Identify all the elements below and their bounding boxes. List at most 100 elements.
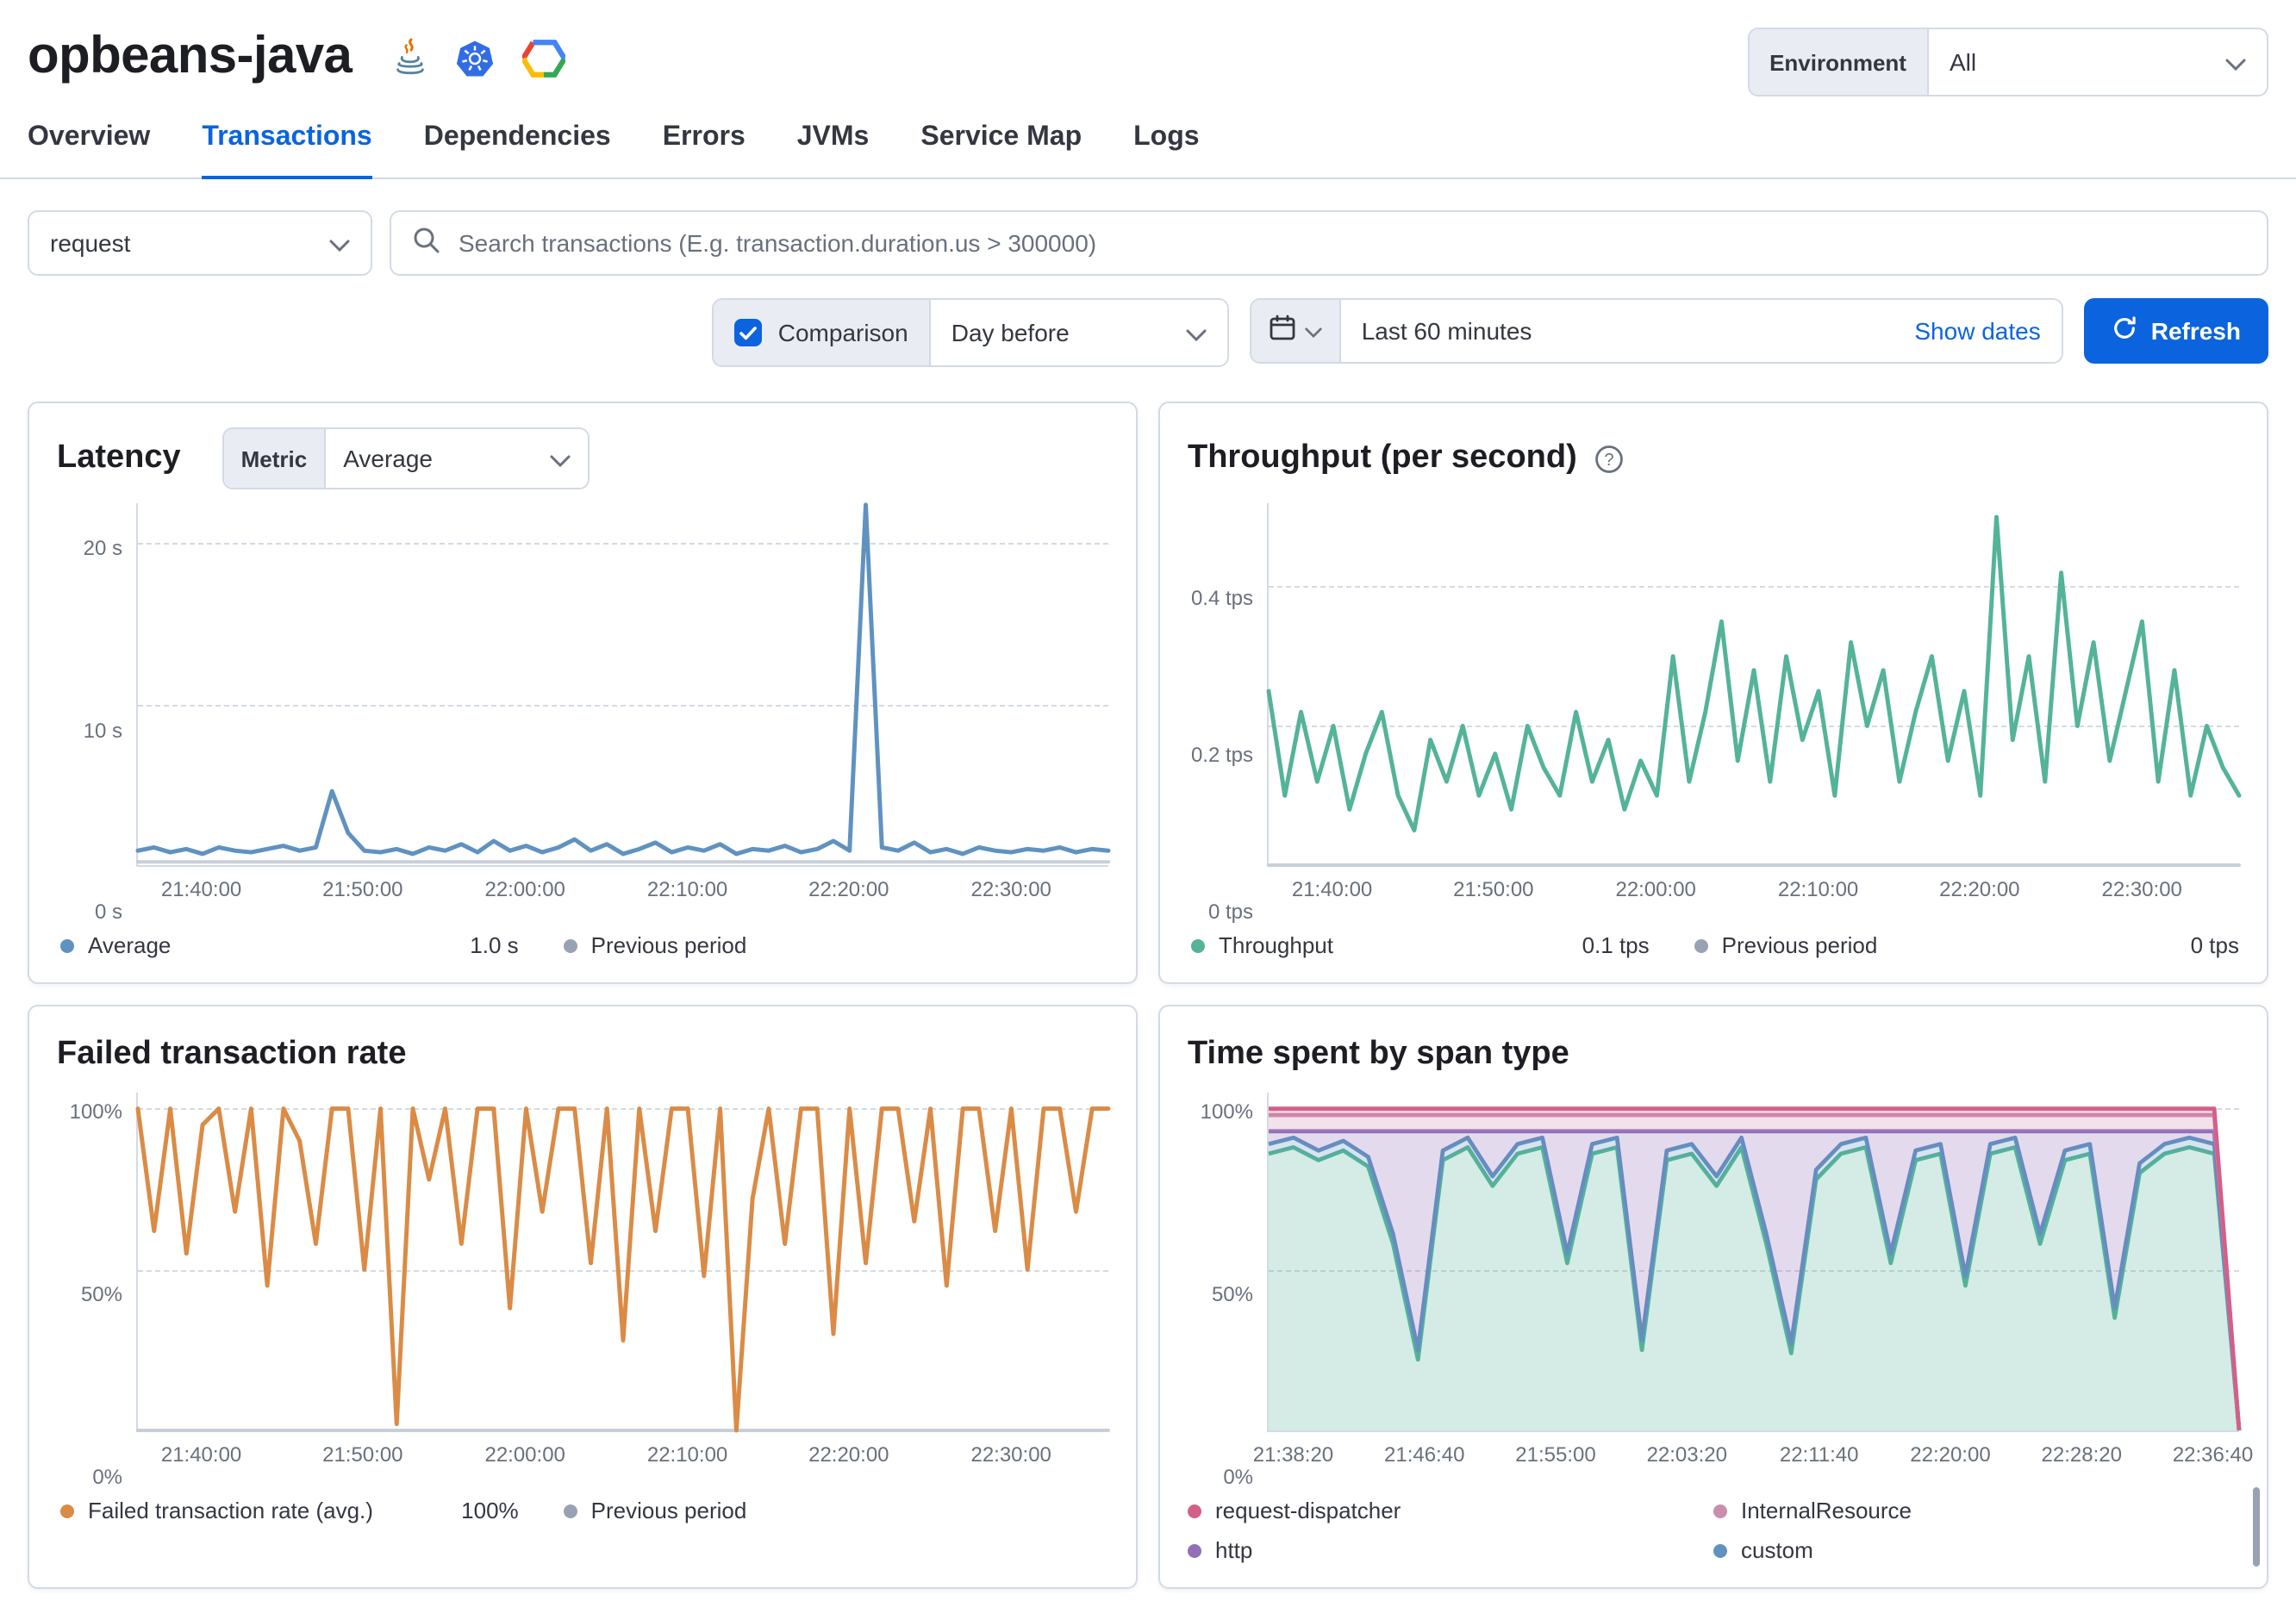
panel-title: Throughput (per second) (1188, 439, 1577, 476)
tab-logs[interactable]: Logs (1133, 122, 1200, 152)
metric-label: Metric (223, 429, 327, 488)
legend-item[interactable]: Previous period (563, 1498, 747, 1523)
question-icon[interactable]: ? (1594, 444, 1624, 473)
legend-item[interactable]: Throughput 0.1 tps (1191, 932, 1694, 958)
environment-value: All (1950, 48, 1977, 76)
search-icon (412, 225, 440, 261)
tab-dependencies[interactable]: Dependencies (423, 122, 611, 152)
panel-title: Time spent by span type (1188, 1036, 1569, 1072)
tab-errors[interactable]: Errors (662, 122, 746, 152)
throughput-panel: Throughput (per second) ? 0.4 tps 0.2 tps… (1158, 402, 2268, 984)
legend-item[interactable]: custom (1713, 1537, 2239, 1563)
legend-item[interactable]: InternalResource (1713, 1498, 2239, 1523)
legend-dot (1188, 1504, 1201, 1517)
chevron-down-icon (1186, 319, 1207, 346)
legend-item[interactable]: http (1188, 1537, 1713, 1563)
panel-title: Latency (57, 439, 181, 476)
refresh-button[interactable]: Refresh (2083, 298, 2268, 364)
chevron-down-icon (550, 445, 571, 472)
legend-item[interactable]: request-dispatcher (1188, 1498, 1713, 1523)
x-axis: 21:40:00 21:50:00 22:00:00 22:10:00 22:20:00… (1291, 877, 2182, 901)
legend-dot (1713, 1543, 1727, 1557)
legend-dot (563, 1504, 577, 1517)
legend-dot (1694, 938, 1708, 952)
failed-rate-chart: 100% 50% 0% 21:40:00 21:50:00 22:00:00 22:10:… (57, 1093, 1108, 1489)
date-picker-button[interactable] (1251, 300, 1341, 362)
google-cloud-icon (521, 40, 567, 86)
calendar-icon (1269, 313, 1296, 349)
throughput-chart: 0.4 tps 0.2 tps 0 tps 21:40:00 21:50:00 22:0… (1188, 503, 2239, 924)
legend-scrollbar[interactable] (2253, 1487, 2260, 1567)
legend-label: Previous period (590, 1498, 747, 1523)
tab-transactions[interactable]: Transactions (202, 122, 372, 179)
legend-label: Failed transaction rate (avg.) (88, 1498, 373, 1523)
span-type-panel: Time spent by span type 100% 50% 0% 21:38:… (1158, 1005, 2268, 1589)
legend-dot (563, 938, 577, 952)
refresh-icon (2112, 315, 2137, 346)
refresh-label: Refresh (2150, 317, 2241, 345)
legend-item[interactable]: Previous period (563, 932, 747, 958)
transaction-type-value: request (50, 229, 131, 257)
legend-dot (1191, 938, 1205, 952)
java-icon (393, 38, 427, 88)
failed-rate-chart-plot[interactable] (136, 1093, 1108, 1432)
date-picker: Last 60 minutes Show dates (1249, 298, 2063, 364)
legend-item[interactable]: Previous period 0 tps (1694, 932, 2239, 958)
tab-overview[interactable]: Overview (28, 122, 151, 152)
chevron-down-icon (1305, 315, 1322, 346)
y-axis: 0.4 tps 0.2 tps 0 tps (1190, 585, 1253, 924)
comparison-label: Comparison (777, 319, 908, 346)
comparison-control: Comparison Day before (712, 298, 1229, 367)
environment-label: Environment (1749, 29, 1929, 95)
search-transactions-box (390, 210, 2268, 276)
legend-value: 1.0 s (470, 932, 519, 958)
legend-dot (60, 1504, 74, 1517)
legend-label: request-dispatcher (1215, 1498, 1401, 1523)
span-type-chart-plot[interactable] (1267, 1093, 2239, 1432)
legend-label: Previous period (590, 932, 747, 958)
legend-label: InternalResource (1741, 1498, 1912, 1523)
panel-title: Failed transaction rate (57, 1036, 407, 1072)
legend-label: Throughput (1219, 932, 1333, 958)
service-agent-icons (393, 38, 567, 88)
environment-filter[interactable]: Environment All (1747, 28, 2268, 97)
legend-item[interactable]: Failed transaction rate (avg.) 100% (60, 1498, 564, 1523)
service-tabs: Overview Transactions Dependencies Error… (0, 122, 2296, 179)
search-transactions-input[interactable] (455, 227, 2246, 259)
legend-item[interactable]: Average 1.0 s (60, 932, 564, 958)
chevron-down-icon (329, 229, 350, 257)
legend-value: 100% (461, 1498, 519, 1523)
transaction-type-select[interactable]: request (28, 210, 372, 276)
failed-rate-panel: Failed transaction rate 100% 50% 0% 21:40:… (28, 1005, 1138, 1589)
comparison-value: Day before (951, 319, 1070, 346)
x-axis: 21:40:00 21:50:00 22:00:00 22:10:00 22:20:00… (160, 877, 1051, 901)
legend-value: 0 tps (2190, 932, 2239, 958)
service-header: opbeans-java (0, 0, 2296, 97)
legend-dot (1188, 1543, 1201, 1557)
time-range-text[interactable]: Last 60 minutes (1361, 317, 1532, 345)
metric-select[interactable]: Average (326, 429, 589, 488)
span-type-chart: 100% 50% 0% 21:38:20 21:46:40 21:55:00 22:03:… (1188, 1093, 2254, 1489)
metric-control: Metric Average (221, 427, 590, 489)
legend-dot (1713, 1504, 1727, 1517)
svg-text:?: ? (1604, 450, 1613, 469)
tab-jvms[interactable]: JVMs (796, 122, 870, 152)
comparison-select[interactable]: Day before (928, 300, 1227, 365)
legend-dot (60, 938, 74, 952)
latency-chart-plot[interactable] (136, 503, 1108, 867)
x-axis: 21:40:00 21:50:00 22:00:00 22:10:00 22:20:00… (160, 1442, 1051, 1467)
tab-service-map[interactable]: Service Map (920, 122, 1082, 152)
show-dates-link[interactable]: Show dates (1914, 317, 2041, 345)
y-axis: 100% 50% 0% (1200, 1099, 1253, 1489)
kubernetes-icon (455, 39, 495, 87)
chevron-down-icon (2225, 48, 2246, 76)
comparison-checkbox[interactable] (734, 319, 763, 346)
legend-label: Previous period (1721, 932, 1878, 958)
y-axis: 100% 50% 0% (69, 1099, 122, 1489)
legend-label: http (1215, 1537, 1253, 1563)
throughput-chart-plot[interactable] (1267, 503, 2239, 867)
checkmark-icon (739, 327, 758, 340)
x-axis: 21:38:20 21:46:40 21:55:00 22:03:20 22:11:40… (1252, 1442, 2254, 1467)
